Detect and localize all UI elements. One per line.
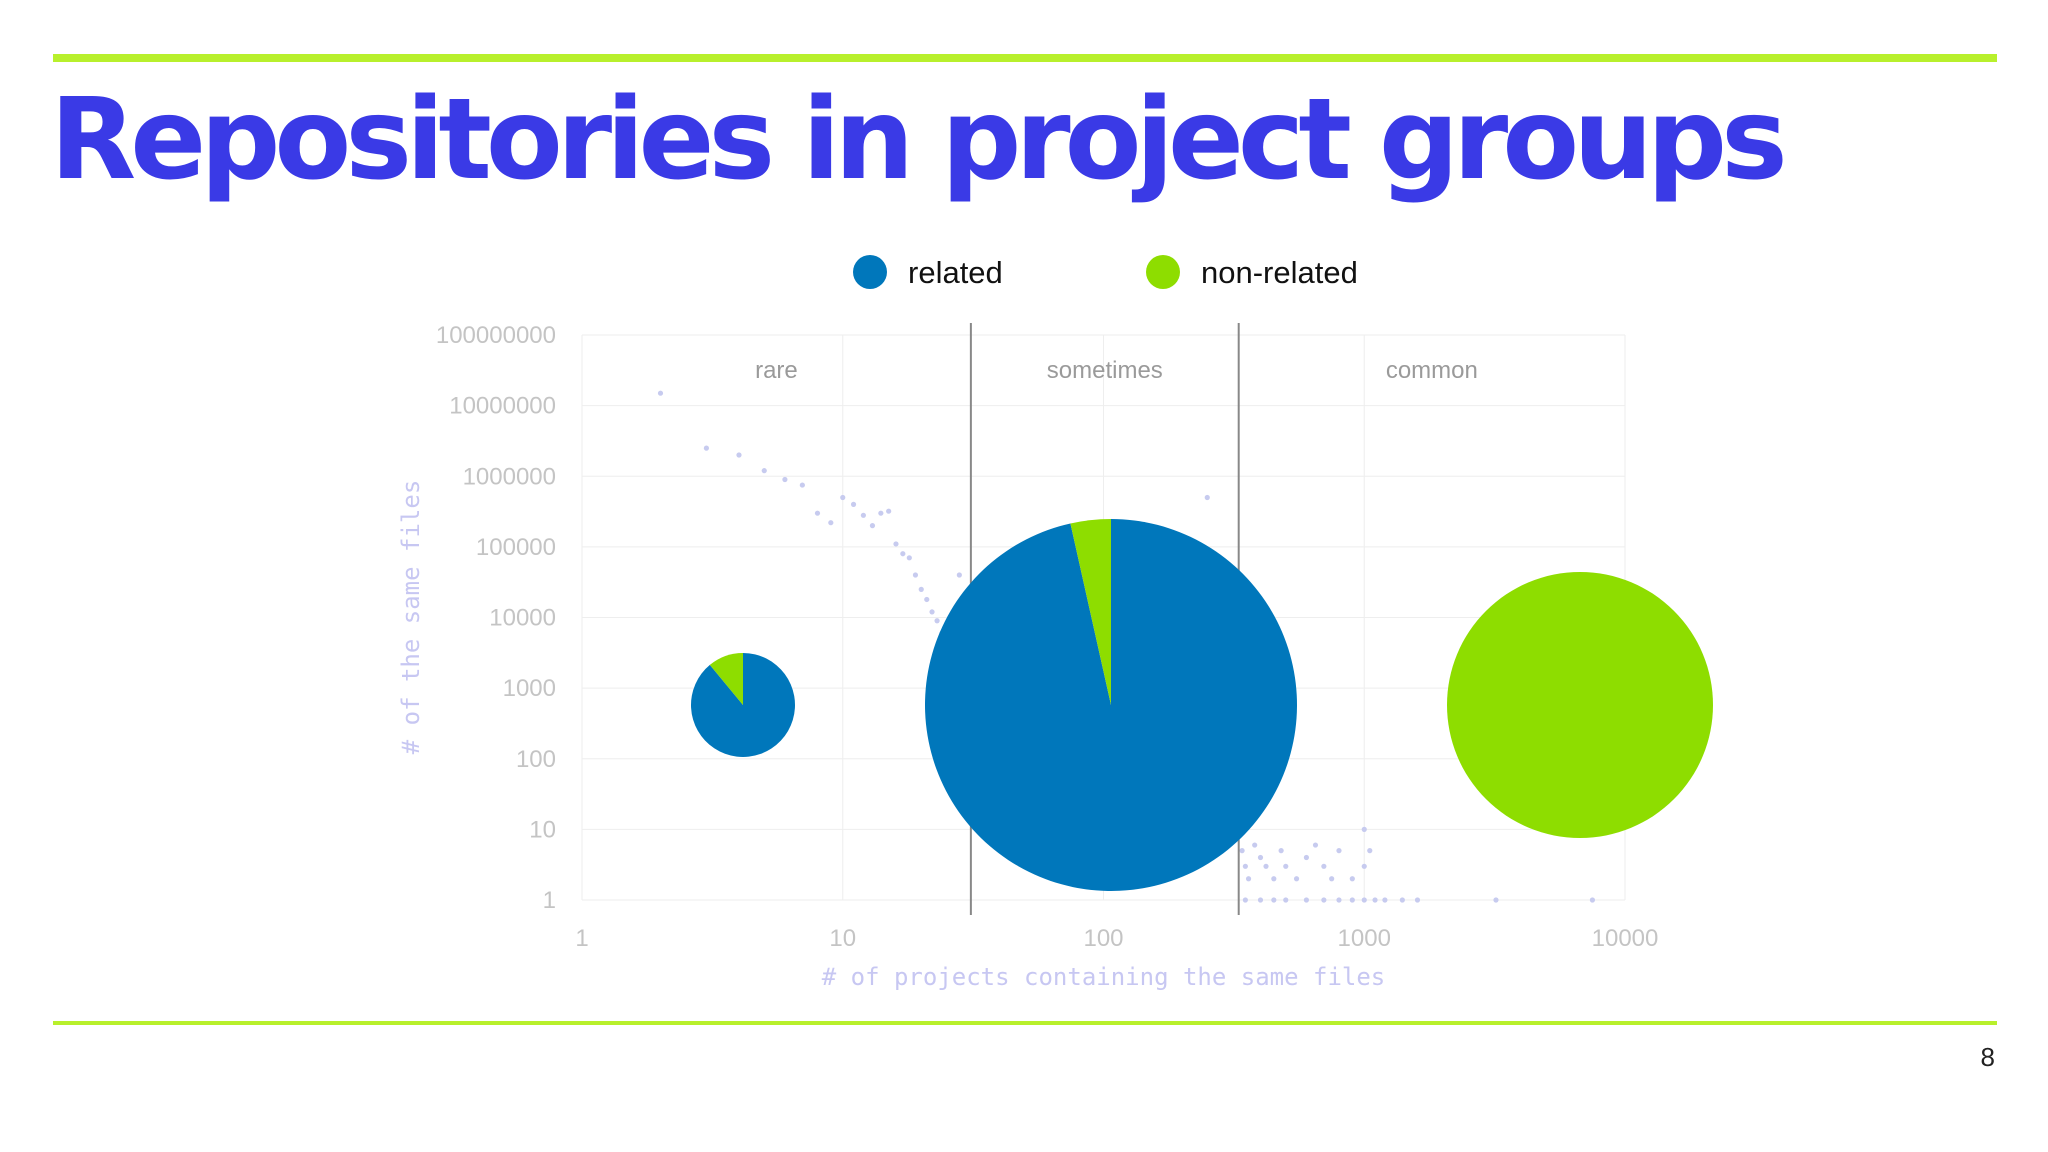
scatter-point bbox=[1242, 897, 1248, 903]
scatter-point bbox=[1239, 848, 1245, 854]
pie-slice-related-sometimes bbox=[925, 519, 1298, 891]
bottom-accent-rule bbox=[53, 1021, 1997, 1025]
y-tick-label: 100000 bbox=[476, 534, 556, 561]
scatter-point bbox=[1242, 863, 1248, 869]
y-tick-label: 1000 bbox=[503, 675, 556, 702]
scatter-point bbox=[929, 609, 935, 615]
scatter-point bbox=[1312, 842, 1319, 848]
scatter-point bbox=[1589, 897, 1596, 903]
scatter-point bbox=[1204, 494, 1210, 501]
y-tick-label: 1000000 bbox=[463, 463, 556, 490]
scatter-point bbox=[1271, 876, 1277, 882]
scatter-point bbox=[1349, 897, 1355, 903]
x-tick-label: 10 bbox=[829, 925, 856, 952]
scatter-point bbox=[1293, 876, 1300, 882]
scatter-point bbox=[1303, 897, 1310, 903]
scatter-point bbox=[840, 494, 846, 501]
scatter-point bbox=[657, 390, 664, 396]
x-tick-label: 100 bbox=[1083, 925, 1123, 952]
y-axis-label: # of the same files bbox=[397, 480, 425, 755]
scatter-point bbox=[1336, 897, 1342, 903]
scatter-point bbox=[912, 572, 919, 578]
scatter-point bbox=[886, 508, 892, 514]
scatter-point bbox=[906, 555, 912, 561]
page-number: 8 bbox=[1980, 1042, 1995, 1072]
x-tick-label: 1 bbox=[575, 925, 588, 952]
region-label-common: common bbox=[1386, 357, 1478, 384]
x-axis-label: # of projects containing the same files bbox=[822, 963, 1386, 991]
scatter-point bbox=[956, 572, 962, 578]
x-tick-label: 10000 bbox=[1592, 925, 1659, 952]
scatter-point bbox=[1252, 842, 1258, 848]
scatter-point bbox=[782, 476, 788, 483]
scatter-point bbox=[1361, 863, 1367, 869]
scatter-point bbox=[828, 520, 834, 526]
scatter-point bbox=[1414, 897, 1421, 903]
scatter-point bbox=[850, 501, 857, 507]
scatter-point bbox=[1493, 897, 1499, 903]
legend-label-related: related bbox=[908, 255, 1003, 290]
scatter-point bbox=[1321, 897, 1327, 903]
scatter-point bbox=[893, 541, 899, 547]
scatter-point bbox=[869, 523, 876, 529]
scatter-point bbox=[1283, 897, 1289, 903]
y-tick-label: 10 bbox=[529, 816, 556, 843]
legend-label-non-related: non-related bbox=[1201, 255, 1358, 290]
scatter-point bbox=[736, 452, 742, 458]
slide-title: Repositories in project groups bbox=[50, 75, 1788, 205]
x-tick-label: 1000 bbox=[1338, 925, 1391, 952]
scatter-point bbox=[1361, 897, 1367, 903]
scatter-point bbox=[878, 510, 884, 516]
region-label-rare: rare bbox=[755, 357, 798, 384]
scatter-point bbox=[918, 586, 924, 592]
scatter-point bbox=[1321, 863, 1327, 869]
scatter-point bbox=[1336, 848, 1342, 854]
scatter-point bbox=[1349, 876, 1355, 882]
scatter-point bbox=[1372, 897, 1378, 903]
region-label-sometimes: sometimes bbox=[1047, 357, 1163, 384]
scatter-point bbox=[1399, 897, 1405, 903]
scatter-point bbox=[1283, 863, 1289, 869]
scatter-point bbox=[900, 551, 906, 557]
legend-swatch-related bbox=[853, 255, 887, 289]
y-tick-label: 10000000 bbox=[449, 393, 556, 420]
scatter-point bbox=[1303, 854, 1310, 861]
y-tick-label: 100 bbox=[516, 746, 556, 773]
scatter-point bbox=[761, 468, 767, 474]
top-accent-rule bbox=[53, 54, 1997, 62]
scatter-point bbox=[703, 445, 710, 451]
pie-slice-non-related-common bbox=[1447, 572, 1713, 838]
scatter-point bbox=[860, 512, 866, 518]
scatter-point bbox=[924, 596, 930, 603]
scatter-point bbox=[1271, 897, 1277, 903]
y-tick-label: 10000 bbox=[489, 605, 556, 632]
scatter-point bbox=[1329, 876, 1335, 882]
scatter-point bbox=[799, 482, 805, 488]
scatter-point bbox=[1263, 863, 1269, 869]
pie-slice-non-related-rare bbox=[709, 653, 743, 705]
scatter-point bbox=[1361, 826, 1367, 832]
scatter-point bbox=[1245, 876, 1252, 882]
pie-slice-non-related-sometimes bbox=[1070, 519, 1111, 705]
scatter-point bbox=[1382, 897, 1388, 903]
scatter-point bbox=[1257, 854, 1264, 861]
scatter-point bbox=[1257, 897, 1264, 903]
scatter-point bbox=[1278, 848, 1284, 854]
y-tick-label: 100000000 bbox=[436, 322, 556, 349]
scatter-point bbox=[1367, 848, 1373, 854]
y-tick-label: 1 bbox=[543, 887, 556, 914]
scatter-point bbox=[934, 618, 940, 624]
legend-swatch-non-related bbox=[1146, 255, 1180, 289]
scatter-point bbox=[814, 510, 821, 516]
